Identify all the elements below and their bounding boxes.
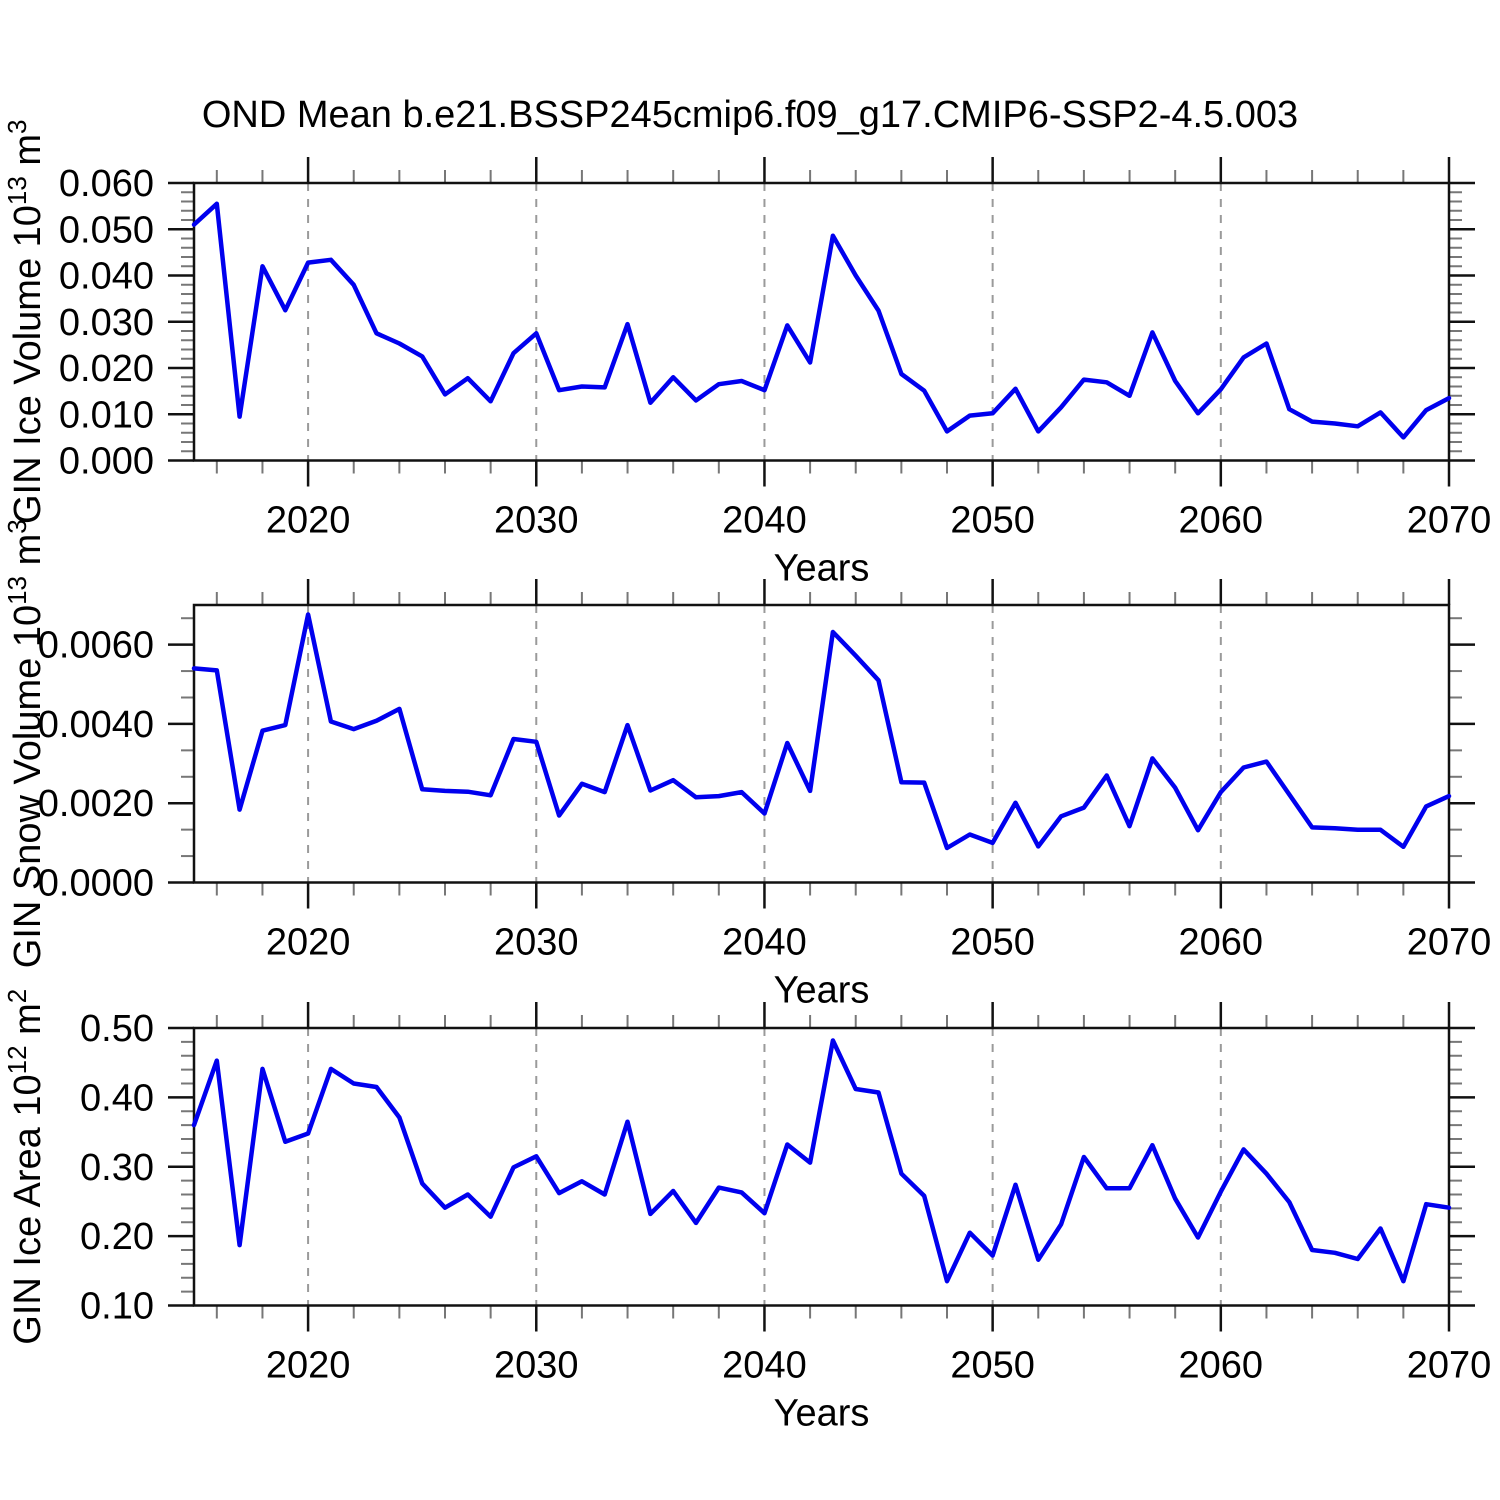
y-axis-title: GIN Snow Volume 1013 m3 bbox=[2, 519, 49, 968]
x-tick-label: 2050 bbox=[950, 500, 1035, 542]
x-tick-label: 2040 bbox=[722, 1345, 807, 1387]
x-axis-title: Years bbox=[774, 1393, 870, 1435]
y-tick-label: 0.0020 bbox=[38, 783, 154, 825]
series-line-gin-snow-volume bbox=[191, 612, 1452, 851]
y-tick-label: 0.40 bbox=[80, 1077, 154, 1119]
y-tick-label: 0.010 bbox=[59, 394, 154, 436]
x-tick-label: 2060 bbox=[1179, 1345, 1264, 1387]
y-tick-label: 0.0040 bbox=[38, 704, 154, 746]
x-tick-label: 2070 bbox=[1407, 1345, 1492, 1387]
x-tick-label: 2040 bbox=[722, 922, 807, 964]
y-tick-label: 0.020 bbox=[59, 348, 154, 390]
x-tick-label: 2020 bbox=[266, 500, 351, 542]
x-tick-label: 2060 bbox=[1179, 500, 1264, 542]
x-tick-label: 2040 bbox=[722, 500, 807, 542]
x-tick-label: 2030 bbox=[494, 500, 579, 542]
x-tick-label: 2030 bbox=[494, 922, 579, 964]
y-tick-label: 0.50 bbox=[80, 1008, 154, 1050]
y-tick-label: 0.30 bbox=[80, 1147, 154, 1189]
y-tick-label: 0.050 bbox=[59, 209, 154, 251]
panel-gin-ice-area: 0.10 0.20 0.30 0.40 0.50 2020 2030 2040 2050 2060… bbox=[2, 989, 1491, 1435]
y-tick-label: 0.030 bbox=[59, 302, 154, 344]
y-tick-label: 0.0060 bbox=[38, 625, 154, 667]
x-axis-title: Years bbox=[774, 548, 870, 590]
x-tick-label: 2050 bbox=[950, 1345, 1035, 1387]
y-axis-title: GIN Ice Volume 1013 m3 bbox=[2, 119, 49, 524]
x-tick-label: 2020 bbox=[266, 922, 351, 964]
y-tick-label: 0.060 bbox=[59, 163, 154, 205]
x-tick-label: 2030 bbox=[494, 1345, 579, 1387]
y-tick-label: 0.0000 bbox=[38, 863, 154, 905]
y-tick-label: 0.040 bbox=[59, 256, 154, 298]
y-tick-label: 0.20 bbox=[80, 1216, 154, 1258]
x-tick-label: 2070 bbox=[1407, 500, 1492, 542]
x-tick-label: 2060 bbox=[1179, 922, 1264, 964]
plot-frame bbox=[192, 181, 1451, 462]
chart-title: OND Mean b.e21.BSSP245cmip6.f09_g17.CMIP… bbox=[201, 94, 1299, 136]
y-tick-label: 0.000 bbox=[59, 441, 154, 483]
plot-frame bbox=[192, 1026, 1451, 1307]
x-axis-title: Years bbox=[774, 970, 870, 1012]
series-line-gin-ice-volume bbox=[191, 201, 1452, 440]
series-line-gin-ice-area bbox=[191, 1038, 1452, 1284]
y-axis-title: GIN Ice Area 1012 m2 bbox=[2, 989, 49, 1345]
panel-gin-snow-volume: 0.0000 0.0020 0.0040 0.0060 2020 2030 2040 2050… bbox=[2, 519, 1491, 1011]
x-tick-label: 2020 bbox=[266, 1345, 351, 1387]
x-tick-label: 2070 bbox=[1407, 922, 1492, 964]
plot-frame bbox=[192, 603, 1451, 884]
y-tick-label: 0.10 bbox=[80, 1286, 154, 1328]
x-tick-label: 2050 bbox=[950, 922, 1035, 964]
